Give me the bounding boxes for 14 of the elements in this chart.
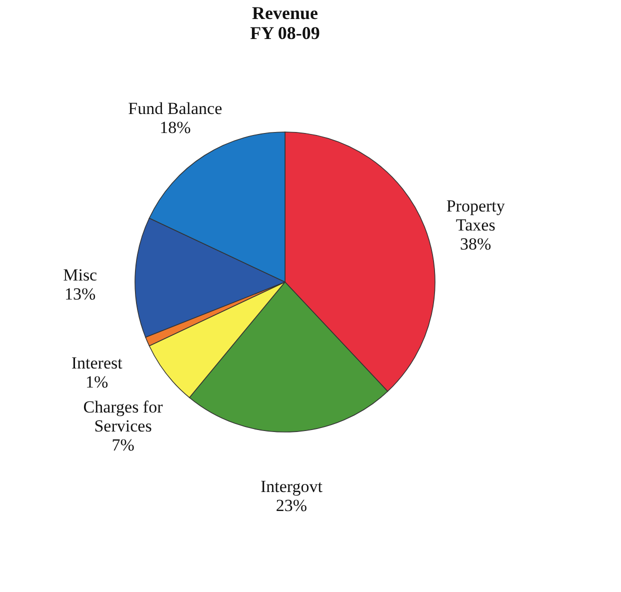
slice-label: Fund Balance [128,98,222,118]
text: FY 08-09 [250,23,320,43]
data-label: 7% [112,436,134,455]
slice-label: Interest [71,353,123,372]
text: Revenue [252,3,318,23]
data-label: 23% [276,496,308,515]
data-label: 1% [86,372,108,392]
data-label: 13% [64,284,96,304]
data-label: 18% [160,118,191,137]
slice-label: Misc [63,266,98,285]
slice-label: Charges for Services [83,398,164,436]
slice-label: Intergovt [260,476,323,496]
slice-label: Property Taxes [446,196,506,235]
data-label: 38% [460,234,492,254]
